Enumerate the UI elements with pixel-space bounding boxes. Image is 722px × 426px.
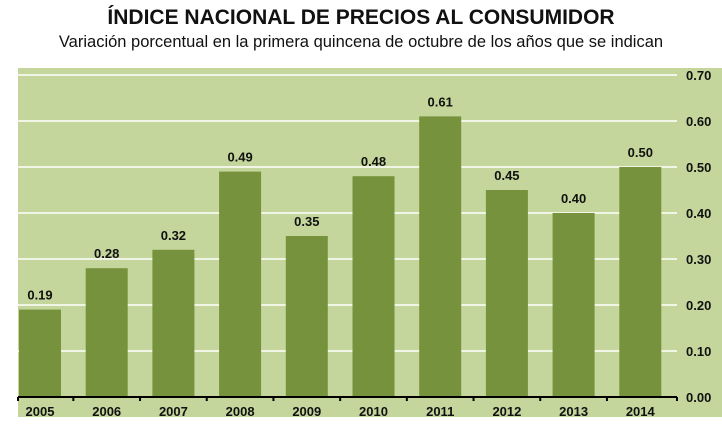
bar [219, 171, 262, 397]
x-tick-label: 2008 [226, 404, 255, 419]
y-tick-label: 0.60 [686, 114, 711, 129]
bar [85, 268, 128, 397]
data-label: 0.49 [227, 150, 252, 165]
data-label: 0.35 [294, 214, 319, 229]
y-tick-label: 0.20 [686, 298, 711, 313]
x-tick-label: 2014 [626, 404, 656, 419]
bar [419, 116, 462, 398]
data-label: 0.50 [628, 145, 653, 160]
x-tick-label: 2012 [492, 404, 521, 419]
x-tick-label: 2010 [359, 404, 388, 419]
y-tick-label: 0.50 [686, 160, 711, 175]
chart-title: ÍNDICE NACIONAL DE PRECIOS AL CONSUMIDOR [107, 6, 615, 29]
data-label: 0.45 [494, 168, 519, 183]
bar [19, 309, 61, 397]
bar [485, 190, 528, 397]
bar [285, 236, 328, 397]
x-tick-label: 2011 [426, 404, 454, 419]
data-label: 0.32 [161, 228, 186, 243]
y-tick-label: 0.00 [686, 390, 711, 405]
data-label: 0.19 [27, 288, 52, 303]
bar [152, 249, 195, 397]
x-tick-label: 2013 [559, 404, 588, 419]
chart-subtitle: Variación porcentual en la primera quinc… [58, 33, 664, 51]
data-label: 0.28 [94, 246, 119, 261]
x-tick-label: 2006 [92, 404, 121, 419]
y-tick-label: 0.40 [686, 206, 711, 221]
data-label: 0.40 [561, 191, 586, 206]
y-tick-label: 0.70 [686, 68, 711, 83]
x-tick-label: 2009 [292, 404, 321, 419]
bar [552, 213, 595, 397]
y-tick-label: 0.30 [686, 252, 711, 267]
y-tick-label: 0.10 [686, 344, 711, 359]
bar [352, 176, 395, 397]
x-tick-label: 2007 [159, 404, 188, 419]
data-label: 0.48 [361, 154, 386, 169]
bar [619, 167, 662, 397]
data-label: 0.61 [428, 94, 453, 109]
x-tick-label: 2005 [26, 404, 55, 419]
